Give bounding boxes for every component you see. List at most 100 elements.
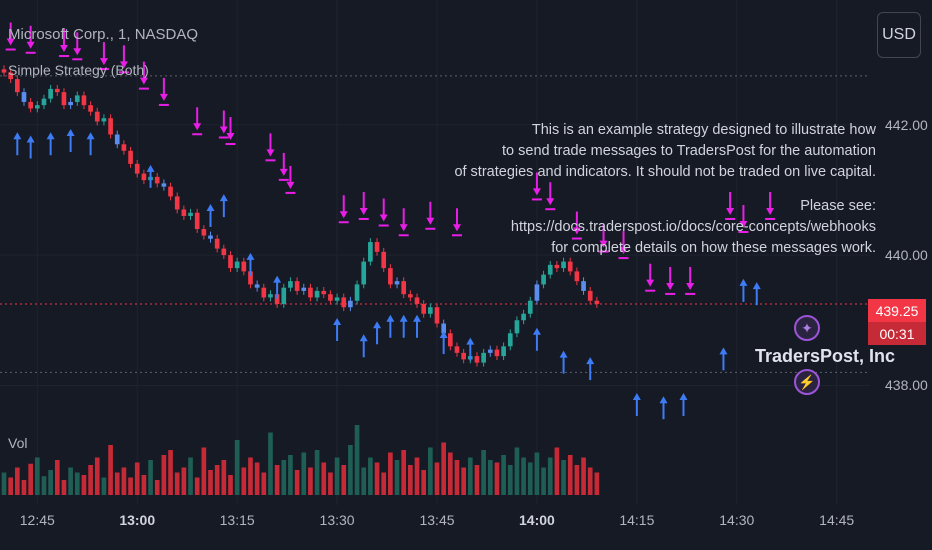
candle bbox=[454, 346, 460, 353]
volume-bar bbox=[334, 457, 340, 495]
candle bbox=[188, 212, 193, 216]
volume-bar bbox=[314, 450, 320, 495]
volume-label[interactable]: Vol bbox=[8, 435, 28, 451]
candle bbox=[541, 274, 546, 285]
sell-arrow bbox=[192, 107, 203, 136]
candle bbox=[61, 92, 67, 106]
volume-bar bbox=[514, 447, 520, 495]
candle bbox=[321, 290, 327, 295]
volume-bar bbox=[494, 462, 500, 495]
volume-bar bbox=[61, 480, 67, 495]
buy-arrow bbox=[752, 282, 761, 306]
volume-bar bbox=[361, 467, 367, 495]
sell-arrow bbox=[225, 117, 236, 146]
candle bbox=[1, 69, 7, 73]
candle bbox=[354, 284, 360, 301]
price-badge: 439.25 bbox=[868, 299, 926, 322]
strategy-label[interactable]: Simple Strategy (Both) bbox=[8, 62, 149, 78]
volume-bar bbox=[527, 462, 533, 495]
candle bbox=[281, 287, 287, 304]
x-tick-label: 13:00 bbox=[119, 512, 156, 528]
candle bbox=[241, 261, 247, 272]
volume-bar bbox=[148, 460, 153, 495]
volume-bar bbox=[308, 467, 313, 495]
note-line: Please see: bbox=[800, 198, 876, 214]
sell-arrow bbox=[338, 195, 349, 224]
buy-arrow bbox=[206, 203, 215, 227]
countdown-badge: 00:31 bbox=[868, 322, 926, 345]
volume-bar bbox=[254, 462, 260, 495]
candle bbox=[261, 287, 267, 298]
sell-arrow bbox=[725, 191, 736, 220]
volume-layer bbox=[1, 425, 600, 495]
volume-bar bbox=[434, 462, 440, 495]
candle bbox=[501, 346, 506, 357]
candle bbox=[554, 264, 560, 269]
symbol-title[interactable]: Microsoft Corp., 1, NASDAQ bbox=[8, 26, 199, 43]
sell-arrow bbox=[72, 32, 83, 61]
volume-bar bbox=[567, 455, 573, 495]
currency-button[interactable]: USD bbox=[877, 12, 921, 58]
lightning-icon[interactable]: ⚡ bbox=[794, 369, 820, 395]
volume-bar bbox=[474, 465, 480, 495]
candle bbox=[294, 281, 300, 291]
candle bbox=[507, 333, 513, 347]
volume-bar bbox=[294, 470, 300, 495]
candle bbox=[494, 349, 500, 357]
candle bbox=[447, 333, 453, 347]
volume-bar bbox=[348, 445, 353, 495]
candle bbox=[594, 300, 600, 304]
candle bbox=[21, 92, 27, 102]
volume-bar bbox=[461, 467, 466, 495]
buy-arrow bbox=[373, 321, 382, 345]
candle bbox=[487, 349, 493, 353]
volume-bar bbox=[467, 457, 473, 495]
volume-bar bbox=[94, 457, 100, 495]
sell-arrow bbox=[618, 231, 629, 260]
volume-bar bbox=[141, 475, 147, 495]
candle bbox=[474, 356, 480, 363]
note-line: for complete details on how these messag… bbox=[551, 240, 876, 256]
buy-arrow bbox=[246, 252, 255, 276]
candle bbox=[54, 88, 60, 93]
volume-bar bbox=[401, 450, 407, 495]
volume-bar bbox=[561, 460, 566, 495]
x-tick-label: 14:30 bbox=[719, 512, 755, 528]
sell-arrow bbox=[398, 208, 409, 237]
volume-bar bbox=[268, 432, 273, 495]
sell-arrow bbox=[265, 133, 276, 162]
volume-bar bbox=[81, 475, 87, 495]
volume-bar bbox=[8, 477, 13, 495]
candle bbox=[28, 101, 33, 109]
candle bbox=[434, 307, 440, 324]
candle bbox=[234, 261, 240, 269]
candle bbox=[34, 105, 40, 109]
candle bbox=[214, 238, 220, 249]
candle bbox=[421, 303, 427, 314]
candle bbox=[161, 183, 167, 187]
y-tick-label: 440.00 bbox=[885, 247, 928, 264]
sell-arrow bbox=[665, 266, 676, 295]
sell-arrow bbox=[218, 110, 229, 139]
candle bbox=[141, 173, 147, 181]
candle bbox=[221, 248, 227, 256]
volume-bar bbox=[194, 477, 200, 495]
x-tick-label: 14:00 bbox=[519, 512, 555, 528]
candle bbox=[547, 264, 553, 275]
note-line: This is an example strategy designed to … bbox=[531, 122, 876, 138]
candle bbox=[368, 242, 373, 262]
candle bbox=[288, 281, 293, 288]
volume-bar bbox=[248, 457, 253, 495]
volume-bar bbox=[228, 475, 233, 495]
volume-bar bbox=[394, 460, 400, 495]
candle bbox=[381, 251, 387, 269]
buy-arrow bbox=[46, 132, 55, 156]
candle bbox=[108, 118, 113, 135]
volume-bar bbox=[301, 452, 307, 495]
buy-arrow bbox=[632, 392, 641, 416]
sparkle-icon[interactable]: ✦ bbox=[794, 315, 820, 341]
candle bbox=[334, 297, 340, 301]
volume-bar bbox=[368, 457, 373, 495]
note-line: of strategies and indicators. It should … bbox=[454, 164, 876, 180]
